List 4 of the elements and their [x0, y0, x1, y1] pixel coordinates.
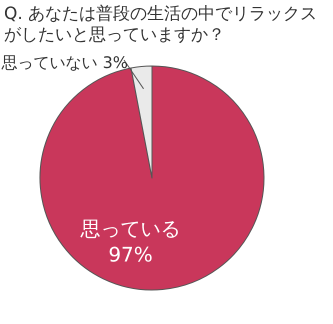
- slice-label: 思っていない 3%: [0, 53, 128, 72]
- slice-label: 思っている: [80, 216, 181, 241]
- chart-title: Q. あなたは普段の生活の中でリラックスがしたいと思っていますか？: [4, 4, 318, 46]
- data-label: 97%: [108, 242, 153, 267]
